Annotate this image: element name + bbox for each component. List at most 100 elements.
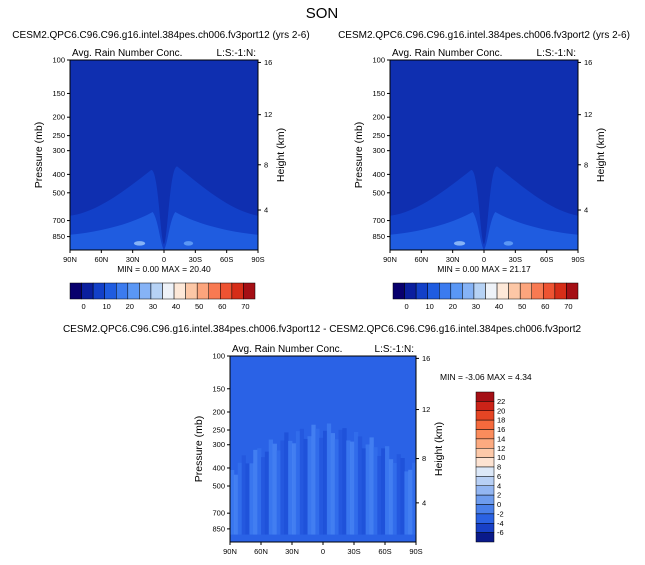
x-tick-label: 60N bbox=[94, 255, 108, 264]
heatmap-level-3 bbox=[133, 241, 146, 246]
y-tick-label: 300 bbox=[52, 146, 65, 155]
heatmap-level-3 bbox=[453, 241, 466, 246]
colorbar-label: 4 bbox=[497, 481, 501, 490]
heatmap-cell bbox=[253, 449, 258, 535]
y2-tick-label: 16 bbox=[264, 58, 272, 67]
x-tick-label: 30N bbox=[285, 547, 299, 556]
heatmap-cell bbox=[233, 474, 239, 535]
heatmap-level-2 bbox=[390, 212, 578, 250]
y2-tick-label: 12 bbox=[584, 110, 592, 119]
heatmap-cell bbox=[373, 447, 378, 535]
colorbar-swatch bbox=[116, 282, 129, 300]
x-tick-label: 0 bbox=[162, 255, 166, 264]
colorbar-label: 50 bbox=[195, 302, 203, 311]
y-axis-label: Pressure (mb) bbox=[33, 122, 45, 189]
chart-panel-0: CESM2.QPC6.C96.C96.g16.intel.384pes.ch00… bbox=[12, 30, 309, 274]
colorbar-swatch bbox=[554, 282, 567, 300]
colorbar-label: 20 bbox=[497, 406, 505, 415]
colorbar-swatch bbox=[475, 504, 495, 515]
heatmap-cell bbox=[237, 462, 243, 535]
colorbar-swatch bbox=[104, 282, 117, 300]
colorbar-swatch bbox=[69, 282, 82, 300]
colorbar-label: -6 bbox=[497, 528, 504, 537]
panel-subtitle-right: L:S:-1:N: bbox=[375, 344, 414, 355]
colorbar-label: 30 bbox=[472, 302, 480, 311]
colorbar-swatch bbox=[150, 282, 163, 300]
panel-title: CESM2.QPC6.C96.C96.g16.intel.384pes.ch00… bbox=[63, 324, 582, 335]
colorbar-swatch bbox=[475, 513, 495, 524]
heatmap-level-2 bbox=[70, 212, 258, 250]
heatmap-cell bbox=[365, 444, 370, 535]
y-axis-label: Pressure (mb) bbox=[193, 416, 205, 483]
colorbar-swatch bbox=[475, 485, 495, 496]
x-tick-label: 30S bbox=[347, 547, 360, 556]
y-tick-label: 400 bbox=[52, 170, 65, 179]
colorbar-label: 40 bbox=[495, 302, 503, 311]
heatmap-cell bbox=[338, 429, 343, 535]
x-tick-label: 60S bbox=[378, 547, 391, 556]
panel-title: CESM2.QPC6.C96.C96.g16.intel.384pes.ch00… bbox=[338, 30, 630, 41]
heatmap-cell bbox=[334, 439, 339, 535]
colorbar-label: 10 bbox=[497, 453, 505, 462]
y2-tick-label: 4 bbox=[264, 206, 268, 215]
colorbar-swatch bbox=[139, 282, 152, 300]
heatmap-cell bbox=[264, 451, 270, 535]
panel-subtitle-right: L:S:-1:N: bbox=[537, 48, 576, 59]
colorbar-label: 0 bbox=[81, 302, 85, 311]
y-tick-label: 400 bbox=[212, 463, 225, 472]
page-title: SON bbox=[306, 5, 339, 22]
colorbar-swatch bbox=[543, 282, 556, 300]
colorbar-swatch bbox=[475, 410, 495, 421]
panel-subtitle-left: Avg. Rain Number Conc. bbox=[72, 48, 182, 59]
y-tick-label: 150 bbox=[372, 89, 385, 98]
heatmap-cell bbox=[388, 459, 394, 535]
y-tick-label: 100 bbox=[52, 56, 65, 65]
y2-tick-label: 8 bbox=[422, 454, 426, 463]
y2-tick-label: 4 bbox=[584, 206, 588, 215]
colorbar-swatch bbox=[450, 282, 463, 300]
heatmap-cell bbox=[249, 463, 254, 535]
heatmap-cell bbox=[311, 424, 316, 535]
y-tick-label: 500 bbox=[212, 482, 225, 491]
heatmap-cell bbox=[299, 428, 305, 535]
heatmap-cell bbox=[245, 463, 250, 535]
heatmap-cell bbox=[323, 430, 328, 535]
y-tick-label: 250 bbox=[212, 426, 225, 435]
y-tick-label: 200 bbox=[372, 113, 385, 122]
heatmap-level-3 bbox=[503, 241, 514, 246]
colorbar-label: 12 bbox=[497, 444, 505, 453]
y-tick-label: 200 bbox=[52, 113, 65, 122]
colorbar-label: 10 bbox=[103, 302, 111, 311]
y2-axis-label: Height (km) bbox=[433, 422, 445, 476]
colorbar-label: 22 bbox=[497, 397, 505, 406]
colorbar-swatch bbox=[475, 419, 495, 430]
colorbar-swatch bbox=[473, 282, 486, 300]
colorbar-swatch bbox=[427, 282, 440, 300]
colorbar-swatch bbox=[485, 282, 498, 300]
y-tick-label: 700 bbox=[52, 216, 65, 225]
colorbar-swatch bbox=[475, 523, 495, 533]
colorbar-label: 70 bbox=[564, 302, 572, 311]
colorbar-label: 2 bbox=[497, 491, 501, 500]
heatmap-cell bbox=[357, 436, 363, 535]
heatmap-cell bbox=[381, 448, 386, 535]
heatmap-cell bbox=[377, 455, 382, 535]
colorbar-label: 60 bbox=[541, 302, 549, 311]
heatmap-cell bbox=[288, 440, 293, 535]
colorbar-swatch bbox=[220, 282, 233, 300]
heatmap-cell bbox=[272, 443, 277, 535]
y2-tick-label: 16 bbox=[422, 354, 430, 363]
y-tick-label: 300 bbox=[372, 146, 385, 155]
x-tick-label: 90S bbox=[571, 255, 584, 264]
colorbar-swatch bbox=[392, 282, 405, 300]
y-tick-label: 700 bbox=[372, 216, 385, 225]
x-tick-label: 30N bbox=[446, 255, 460, 264]
panel-subtitle-left: Avg. Rain Number Conc. bbox=[232, 344, 342, 355]
heatmap-cell bbox=[326, 423, 332, 535]
colorbar-label: 6 bbox=[497, 472, 501, 481]
y-tick-label: 850 bbox=[372, 232, 385, 241]
colorbar-swatch bbox=[475, 494, 495, 505]
colorbar-label: 0 bbox=[404, 302, 408, 311]
colorbar-swatch bbox=[404, 282, 417, 300]
colorbar-swatch bbox=[475, 457, 495, 468]
